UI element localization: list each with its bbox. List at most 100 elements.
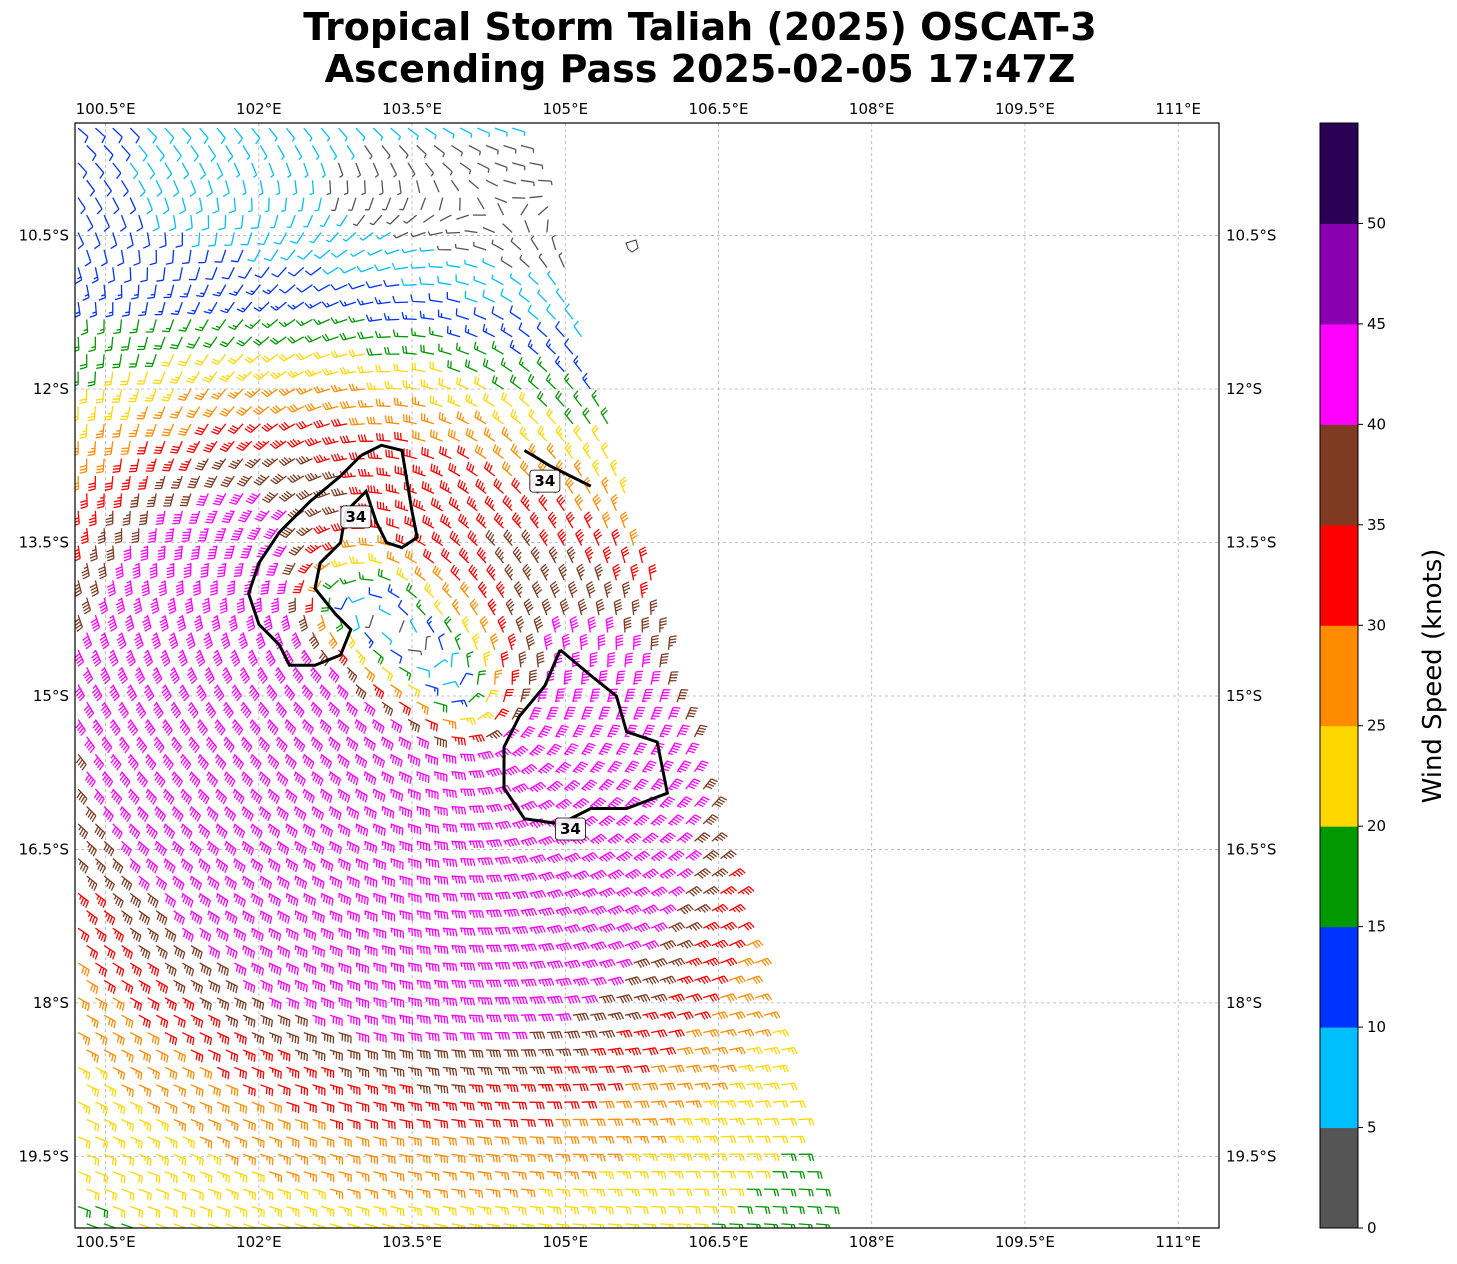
wind-barb: [303, 997, 317, 1010]
wind-barb: [538, 179, 553, 186]
wind-barb: [590, 941, 607, 951]
wind-barb: [430, 463, 443, 477]
wind-barb: [366, 416, 382, 425]
wind-barb: [412, 464, 426, 477]
wind-barb: [456, 445, 470, 460]
wind-barb: [269, 336, 287, 345]
wind-barb: [180, 788, 192, 805]
wind-barb: [260, 1049, 274, 1062]
wind-barb: [155, 1084, 169, 1098]
wind-barb: [702, 921, 720, 931]
wind-barb: [347, 1223, 361, 1228]
wind-barb: [720, 850, 737, 860]
wind-barb: [268, 162, 275, 178]
wind-barb: [402, 379, 417, 390]
wind-barb: [180, 858, 194, 874]
wind-barb: [86, 179, 96, 197]
wind-barb: [373, 892, 387, 905]
wind-barb: [399, 944, 413, 956]
wind-barb: [573, 459, 583, 477]
wind-barb: [147, 1171, 161, 1184]
colorbar-tick-label: 10: [1367, 1018, 1386, 1036]
wind-barb: [205, 701, 217, 719]
wind-barb: [172, 510, 183, 525]
wind-barb: [358, 537, 374, 547]
wind-barb: [616, 994, 633, 1004]
wind-barb: [313, 419, 330, 429]
wind-barb: [536, 651, 545, 668]
wind-barb: [285, 927, 299, 941]
wind-barb: [650, 993, 668, 1003]
wind-barb: [398, 771, 412, 785]
wind-barb: [242, 180, 247, 196]
wind-barb: [633, 1205, 649, 1215]
wind-barb: [146, 858, 159, 874]
wind-barb: [111, 388, 123, 403]
wind-barb: [620, 546, 630, 564]
wind-barb: [403, 448, 417, 460]
wind-barb: [160, 649, 171, 667]
wind-barb: [266, 562, 279, 576]
wind-barb: [555, 425, 565, 442]
wind-barb: [312, 1084, 326, 1096]
wind-barb: [79, 458, 88, 474]
wind-barb: [242, 979, 256, 994]
lat-tick-label-left: 16.5°S: [19, 840, 69, 858]
wind-barb: [173, 1118, 187, 1132]
wind-barb: [140, 267, 149, 283]
wind-barb: [212, 649, 223, 667]
wind-barb: [598, 1100, 615, 1109]
wind-barb: [137, 336, 149, 351]
wind-barb: [394, 499, 409, 512]
wind-barb: [173, 1049, 186, 1063]
wind-barb: [512, 546, 522, 564]
wind-barb: [230, 649, 241, 667]
wind-barb: [196, 284, 209, 298]
wind-barb: [564, 442, 574, 459]
wind-barb: [642, 1223, 657, 1228]
wind-barb: [338, 127, 348, 142]
wind-barb: [277, 910, 290, 924]
wind-barb: [581, 923, 599, 934]
wind-barb: [166, 562, 175, 579]
wind-barb: [473, 341, 487, 355]
wind-barb: [278, 353, 296, 362]
wind-barb: [615, 814, 633, 827]
wind-barb: [400, 278, 417, 286]
wind-barb: [529, 744, 546, 757]
wind-barb: [484, 495, 496, 512]
wind-barb: [685, 886, 703, 897]
lon-tick-label-bottom: 109.5°E: [995, 1233, 1055, 1251]
wind-barb: [366, 450, 382, 460]
wind-barb: [107, 267, 116, 284]
wind-barb: [347, 1188, 361, 1200]
wind-barb: [241, 805, 254, 822]
wind-barb: [494, 1136, 510, 1146]
wind-barb: [347, 1049, 361, 1061]
wind-barb: [624, 1118, 641, 1126]
wind-barb: [422, 214, 435, 223]
wind-barb: [676, 1046, 694, 1056]
wind-barb: [407, 927, 422, 938]
wind-barb: [511, 745, 529, 757]
wind-barb: [676, 724, 690, 738]
wind-barb: [337, 788, 351, 803]
wind-barb: [121, 875, 133, 891]
wind-barb: [528, 669, 537, 685]
wind-barb: [520, 763, 538, 775]
wind-barb: [510, 237, 522, 251]
wind-barb: [503, 1084, 519, 1093]
wind-barb: [442, 162, 453, 176]
wind-barb: [103, 145, 114, 162]
wind-barb: [137, 441, 149, 455]
wind-barb: [694, 1082, 711, 1091]
wind-barb: [138, 910, 151, 926]
wind-barb: [500, 256, 513, 268]
wind-barb: [500, 323, 513, 338]
wind-barb: [240, 701, 252, 719]
wind-barb: [95, 388, 105, 404]
wind-barb: [208, 1049, 221, 1063]
contour-label: 34: [345, 508, 366, 526]
wind-barb: [399, 1084, 414, 1095]
wind-barb: [720, 885, 738, 895]
